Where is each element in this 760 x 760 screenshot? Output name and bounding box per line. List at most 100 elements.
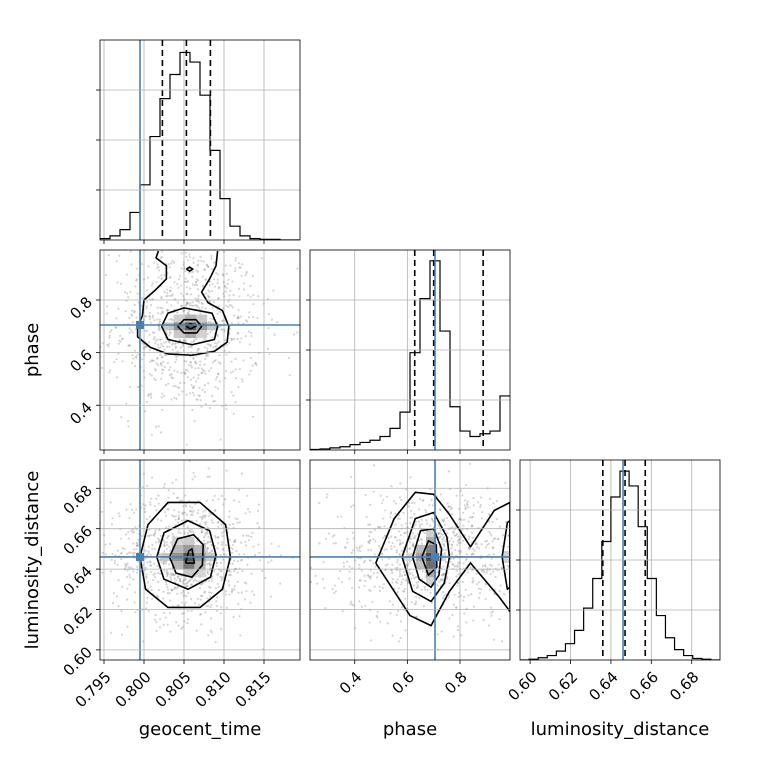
sample-point [174,361,177,364]
sample-point [171,589,174,592]
sample-point [181,625,184,629]
panel-frame [99,249,301,451]
sample-point [492,570,495,573]
sample-point [170,262,173,265]
density-cell [184,330,196,339]
sample-point [130,314,134,318]
sample-point [224,377,227,380]
sample-point [217,572,220,575]
sample-point [383,525,386,528]
sample-point [504,481,507,484]
density-cell [183,544,195,553]
sample-point [400,524,403,527]
sample-point [197,509,200,512]
sample-point [238,368,242,371]
sample-point [242,288,246,291]
sample-point [236,521,239,524]
sample-point [238,287,241,290]
sample-point [170,294,174,297]
sample-point [172,515,175,518]
sample-point [145,307,148,310]
sample-point [219,569,222,573]
sample-point [182,511,185,514]
sample-point [182,309,186,312]
sample-point [457,549,460,553]
sample-point [160,356,164,359]
sample-point [442,573,445,576]
sample-point [222,558,225,561]
sample-point [173,396,176,399]
sample-point [237,603,240,606]
sample-point [370,531,373,534]
sample-point [247,316,251,319]
sample-point [225,407,228,411]
sample-point [219,612,222,615]
sample-point [398,496,402,499]
sample-point [143,347,146,351]
sample-point [482,619,485,622]
sample-point [167,496,170,499]
sample-point [169,578,173,581]
sample-point [457,561,460,564]
sample-point [245,270,248,273]
sample-point [133,349,137,352]
sample-point [353,627,357,630]
sample-point [389,612,392,615]
sample-point [152,534,156,537]
contour-0 [375,491,510,627]
sample-point [423,588,427,591]
sample-point [169,366,172,369]
sample-point [498,590,501,593]
sample-point [402,590,406,593]
sample-point [163,341,166,344]
density-cell [183,569,195,578]
sample-point [256,522,259,525]
sample-point [455,494,458,497]
sample-point [163,569,166,572]
sample-point [417,520,420,523]
sample-point [152,337,156,341]
sample-point [394,523,397,526]
sample-point [188,364,191,367]
sample-point [117,307,120,310]
sample-point [185,303,188,306]
sample-point [490,557,493,560]
sample-point [418,597,421,600]
sample-point [375,614,378,618]
sample-point [173,280,176,284]
sample-point [206,294,210,297]
sample-point [214,536,217,539]
sample-point [255,363,258,367]
sample-point [194,304,197,307]
sample-point [153,576,157,579]
sample-point [368,535,371,538]
sample-point [363,584,366,588]
sample-point [219,561,223,564]
sample-point [114,326,118,329]
panel-frame [99,459,301,661]
sample-point [197,366,200,370]
sample-point [487,624,490,627]
sample-point [191,511,194,514]
sample-point [260,257,263,260]
sample-point [266,347,269,351]
sample-point [133,310,136,313]
sample-point [176,311,179,314]
sample-point [251,364,254,367]
sample-point [168,545,171,548]
sample-point [131,508,134,511]
sample-point [131,353,134,357]
sample-point [222,503,225,506]
sample-point [452,563,455,566]
sample-point [253,553,257,557]
sample-point [455,606,458,609]
sample-point [161,355,164,358]
sample-point [273,333,276,336]
sample-point [230,337,233,340]
sample-point [442,548,446,551]
sample-point [157,364,160,367]
sample-point [201,369,205,372]
sample-point [166,573,169,576]
sample-point [182,310,185,313]
sample-point [159,346,162,349]
